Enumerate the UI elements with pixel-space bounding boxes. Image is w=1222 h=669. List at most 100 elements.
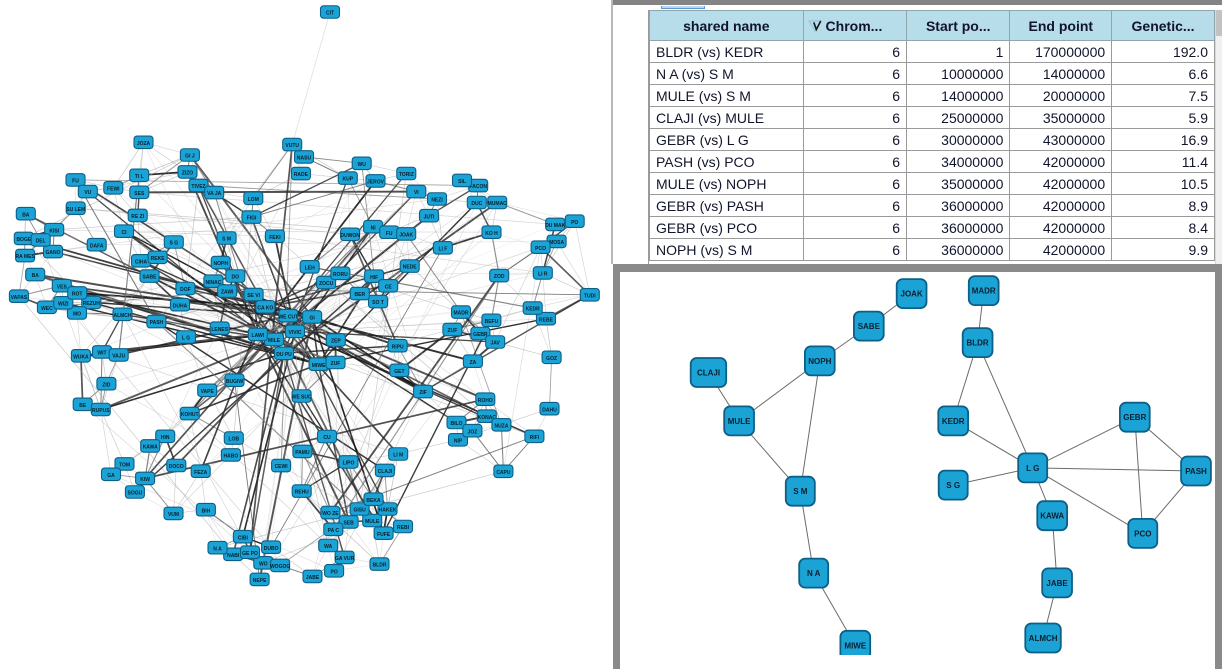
- svg-text:WEC: WEC: [41, 306, 53, 312]
- svg-text:PASH: PASH: [150, 320, 164, 326]
- svg-text:VA JA: VA JA: [207, 191, 222, 197]
- svg-text:SE VI: SE VI: [247, 293, 260, 299]
- svg-text:PA C: PA C: [328, 528, 340, 534]
- svg-text:RORU: RORU: [333, 272, 348, 278]
- svg-text:VES: VES: [57, 284, 68, 290]
- svg-text:FEZA: FEZA: [194, 470, 207, 476]
- svg-text:VAPAS: VAPAS: [11, 295, 28, 301]
- svg-text:RE ZI: RE ZI: [131, 214, 144, 220]
- svg-text:VUTU: VUTU: [285, 143, 299, 149]
- svg-text:BER: BER: [355, 292, 366, 298]
- svg-text:CLAJI: CLAJI: [378, 469, 393, 475]
- svg-text:S M: S M: [222, 237, 231, 243]
- svg-text:KOHUT: KOHUT: [181, 412, 199, 418]
- svg-text:JOZA: JOZA: [137, 141, 151, 147]
- svg-text:DU PU: DU PU: [276, 352, 292, 358]
- svg-text:NEPE: NEPE: [253, 578, 267, 584]
- svg-text:JABE: JABE: [306, 575, 320, 581]
- svg-text:BOGE: BOGE: [16, 237, 31, 243]
- svg-text:VIVIC: VIVIC: [288, 330, 301, 336]
- svg-text:CIBI: CIBI: [238, 535, 249, 541]
- svg-text:ROT: ROT: [72, 292, 83, 298]
- svg-text:HAKEK: HAKEK: [379, 508, 397, 514]
- svg-text:MILE: MILE: [268, 338, 281, 344]
- svg-text:NASU: NASU: [297, 156, 312, 162]
- svg-text:CIHA: CIHA: [135, 259, 148, 265]
- svg-text:TOM: TOM: [119, 463, 130, 469]
- svg-text:ZAWI: ZAWI: [221, 290, 234, 296]
- svg-text:WU: WU: [358, 162, 367, 168]
- svg-text:BE: BE: [79, 403, 87, 409]
- svg-text:LIPO: LIPO: [343, 461, 355, 467]
- svg-text:JOAK: JOAK: [399, 233, 413, 239]
- svg-text:MO: MO: [73, 312, 81, 318]
- svg-text:N A: N A: [213, 546, 222, 552]
- svg-text:KAWA: KAWA: [1040, 512, 1064, 521]
- svg-text:BIH: BIH: [202, 508, 211, 514]
- svg-text:BLDR: BLDR: [373, 563, 387, 569]
- svg-text:SIL: SIL: [458, 179, 466, 185]
- svg-text:MIWE: MIWE: [312, 363, 326, 369]
- svg-text:WE SUC: WE SUC: [292, 395, 312, 401]
- svg-text:DOCO: DOCO: [169, 464, 184, 470]
- svg-text:VAPE: VAPE: [201, 389, 215, 395]
- svg-text:FACON: FACON: [469, 184, 487, 190]
- svg-text:KIW: KIW: [140, 477, 150, 483]
- svg-text:SES: SES: [134, 191, 145, 197]
- svg-text:CAPU: CAPU: [496, 470, 511, 476]
- svg-text:JOZ: JOZ: [468, 429, 478, 435]
- svg-text:BUGIW: BUGIW: [226, 379, 244, 385]
- svg-text:CA KO: CA KO: [257, 305, 273, 311]
- svg-text:TUDI: TUDI: [584, 293, 596, 299]
- svg-text:GANO: GANO: [46, 250, 61, 256]
- svg-text:WE CUT: WE CUT: [278, 314, 298, 320]
- svg-text:ZIF: ZIF: [419, 390, 427, 396]
- svg-text:TI L: TI L: [135, 174, 144, 180]
- svg-text:NABI: NABI: [227, 553, 240, 559]
- svg-text:KO H: KO H: [485, 231, 498, 237]
- svg-text:LOB: LOB: [229, 437, 240, 443]
- svg-text:CI: CI: [122, 230, 128, 236]
- svg-text:MULE: MULE: [728, 417, 751, 426]
- svg-text:CLAJI: CLAJI: [697, 369, 720, 378]
- svg-text:CE: CE: [385, 284, 393, 290]
- svg-text:PASH: PASH: [1185, 467, 1207, 476]
- svg-text:DO: DO: [232, 275, 240, 281]
- svg-text:REBI: REBI: [397, 525, 410, 531]
- svg-text:FUFE: FUFE: [377, 532, 391, 538]
- svg-text:LAWI: LAWI: [252, 333, 265, 339]
- svg-text:LENES: LENES: [211, 327, 228, 333]
- svg-text:GE PO: GE PO: [242, 551, 258, 557]
- svg-text:CEWI: CEWI: [275, 464, 289, 470]
- svg-text:MADR: MADR: [454, 311, 469, 317]
- svg-text:REKE: REKE: [151, 256, 166, 262]
- svg-text:LI F: LI F: [438, 246, 447, 252]
- svg-text:PCO: PCO: [535, 246, 546, 252]
- svg-text:S G: S G: [946, 481, 960, 490]
- svg-text:SO T: SO T: [372, 300, 384, 306]
- svg-text:SU LEM: SU LEM: [66, 207, 85, 213]
- svg-text:NIP: NIP: [454, 438, 463, 444]
- svg-text:CIT: CIT: [326, 11, 334, 17]
- svg-text:DU MAK: DU MAK: [545, 223, 565, 229]
- svg-text:ALMCH: ALMCH: [113, 313, 131, 319]
- svg-text:ZOD: ZOD: [494, 274, 505, 280]
- svg-text:FU: FU: [72, 179, 79, 185]
- svg-text:ZIZO: ZIZO: [182, 171, 193, 177]
- svg-text:CU: CU: [323, 435, 331, 441]
- svg-text:FU: FU: [386, 231, 393, 237]
- svg-text:GET: GET: [394, 369, 404, 375]
- svg-text:KUP: KUP: [343, 177, 354, 183]
- svg-text:REBE: REBE: [539, 317, 554, 323]
- svg-text:GI J: GI J: [185, 154, 195, 160]
- svg-text:SABE: SABE: [143, 275, 158, 281]
- svg-text:RADE: RADE: [294, 172, 309, 178]
- svg-text:WO ZE: WO ZE: [322, 511, 339, 517]
- svg-text:LI R: LI R: [538, 272, 548, 278]
- svg-text:ROHO: ROHO: [478, 398, 493, 404]
- svg-text:BILO: BILO: [451, 421, 463, 427]
- svg-text:NI: NI: [371, 225, 377, 231]
- svg-text:ZID: ZID: [102, 382, 110, 388]
- svg-text:VI: VI: [414, 190, 419, 196]
- svg-text:HIN: HIN: [161, 435, 170, 441]
